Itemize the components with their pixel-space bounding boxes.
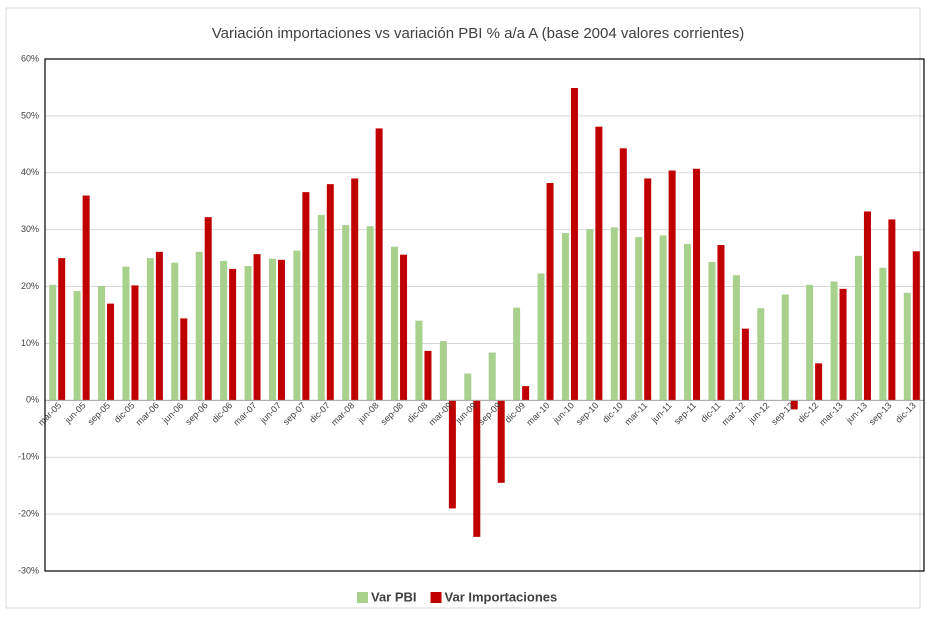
bar	[180, 318, 188, 401]
bar	[537, 273, 545, 401]
bar	[375, 128, 383, 401]
bar	[546, 183, 554, 401]
bar	[229, 268, 237, 401]
y-tick-label: 10%	[21, 338, 39, 348]
bar	[464, 373, 472, 401]
legend-swatch	[430, 592, 442, 603]
bar	[58, 258, 66, 401]
bar	[424, 350, 432, 401]
bar	[659, 235, 667, 401]
bar	[595, 126, 603, 401]
bar	[195, 251, 203, 401]
bar	[107, 303, 115, 401]
bar	[586, 229, 594, 401]
y-tick-label: 60%	[21, 53, 39, 63]
bar	[693, 168, 701, 401]
bar	[293, 250, 301, 401]
bar	[49, 284, 57, 401]
legend-swatch	[357, 592, 368, 603]
bar	[732, 275, 740, 401]
legend-label: Var Importaciones	[445, 589, 558, 604]
bar	[171, 262, 179, 401]
bar	[815, 363, 823, 401]
bar	[570, 88, 578, 401]
bar	[473, 400, 481, 537]
bar	[155, 251, 163, 401]
bar	[903, 292, 911, 401]
bar	[790, 400, 798, 410]
bar	[204, 217, 212, 401]
bar	[244, 266, 252, 401]
bar	[317, 214, 325, 401]
bar	[644, 178, 652, 401]
bar	[488, 352, 496, 401]
bar	[342, 225, 350, 401]
bar	[82, 195, 90, 401]
bar	[497, 400, 505, 483]
bar	[839, 288, 847, 401]
bar	[684, 243, 692, 401]
y-tick-label: -20%	[18, 508, 39, 518]
y-tick-label: 50%	[21, 110, 39, 120]
bar	[220, 260, 228, 401]
bar	[781, 294, 789, 401]
y-tick-label: 0%	[26, 395, 39, 405]
y-tick-label: 20%	[21, 281, 39, 291]
bar	[717, 245, 725, 401]
bar	[635, 237, 643, 401]
bar	[122, 266, 130, 401]
y-tick-label: -30%	[18, 565, 39, 575]
bar	[668, 170, 676, 401]
bar	[448, 400, 456, 509]
y-tick-label: 30%	[21, 224, 39, 234]
bar	[391, 246, 399, 401]
bar	[522, 386, 530, 401]
bar	[619, 148, 627, 401]
bar	[863, 211, 871, 401]
bar	[268, 258, 276, 401]
bar	[806, 284, 814, 401]
bar	[73, 291, 81, 401]
bar	[439, 341, 447, 401]
bar	[757, 308, 765, 401]
bar	[879, 267, 887, 401]
bar	[708, 262, 716, 401]
bar	[98, 285, 106, 401]
y-tick-label: 40%	[21, 167, 39, 177]
bar	[610, 227, 618, 401]
y-tick-label: -10%	[18, 452, 39, 462]
bar	[277, 259, 285, 401]
bar	[513, 307, 521, 401]
chart-title: Variación importaciones vs variación PBI…	[212, 25, 745, 42]
legend-label: Var PBI	[371, 589, 417, 604]
bar	[400, 254, 408, 401]
bar	[415, 320, 423, 401]
bar	[741, 328, 749, 401]
bar	[326, 184, 334, 401]
bar	[366, 226, 374, 401]
bar	[854, 255, 862, 401]
bar	[131, 285, 139, 401]
plot-border	[44, 58, 925, 572]
bar	[146, 258, 154, 401]
bar	[351, 178, 359, 401]
bar	[888, 219, 896, 401]
bar	[912, 251, 920, 401]
bar	[253, 254, 261, 401]
bar	[561, 233, 569, 401]
bar	[830, 281, 838, 401]
bar	[302, 192, 310, 401]
